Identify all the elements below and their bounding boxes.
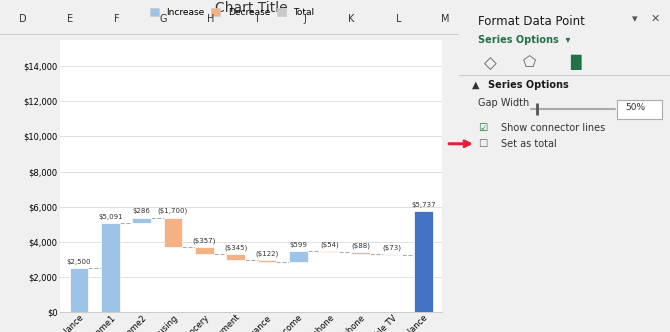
Text: $2,500: $2,500 (67, 259, 91, 265)
Text: ($54): ($54) (320, 242, 339, 248)
Bar (226, 254, 245, 260)
Text: ($73): ($73) (383, 244, 401, 251)
Bar (257, 260, 276, 262)
Text: Series Options  ▾: Series Options ▾ (478, 35, 570, 45)
Text: E: E (67, 14, 73, 24)
Bar (195, 247, 214, 254)
Text: $286: $286 (133, 208, 151, 214)
Text: H: H (207, 14, 214, 24)
Text: ▲: ▲ (472, 80, 479, 90)
Bar (320, 251, 339, 252)
Text: ⬠: ⬠ (523, 55, 535, 70)
Text: D: D (19, 14, 27, 24)
Text: ☑: ☑ (478, 123, 487, 133)
Text: ▾: ▾ (632, 14, 638, 24)
Text: I: I (256, 14, 259, 24)
Text: Gap Width: Gap Width (478, 98, 529, 108)
Bar (70, 268, 88, 312)
Text: Show connector lines: Show connector lines (501, 123, 606, 133)
Text: Set as total: Set as total (501, 139, 557, 149)
Text: ◇: ◇ (484, 55, 497, 73)
Text: J: J (303, 14, 306, 24)
Text: ☐: ☐ (478, 139, 487, 149)
Bar (101, 223, 120, 312)
Text: M: M (441, 14, 450, 24)
Text: Format Data Point: Format Data Point (478, 15, 585, 28)
Bar (352, 252, 371, 254)
Text: $5,737: $5,737 (411, 202, 436, 208)
Text: ($88): ($88) (351, 243, 371, 249)
Text: K: K (348, 14, 354, 24)
Bar (289, 251, 308, 262)
Text: F: F (114, 14, 119, 24)
Text: ▐▌: ▐▌ (564, 55, 588, 70)
Text: L: L (395, 14, 401, 24)
Text: ($1,700): ($1,700) (158, 208, 188, 214)
Text: ($122): ($122) (255, 250, 279, 257)
Text: ($345): ($345) (224, 244, 247, 251)
Text: G: G (160, 14, 168, 24)
Text: ✕: ✕ (651, 14, 661, 24)
Text: $599: $599 (289, 242, 307, 248)
Text: $5,091: $5,091 (98, 213, 123, 219)
Bar (383, 254, 401, 255)
Bar (414, 211, 433, 312)
Bar (132, 218, 151, 223)
Bar (163, 218, 182, 247)
Text: ($357): ($357) (192, 238, 216, 244)
Title: Chart Title: Chart Title (215, 1, 287, 15)
Text: Series Options: Series Options (488, 80, 570, 90)
Legend: Increase, Decrease, Total: Increase, Decrease, Total (146, 4, 318, 21)
FancyBboxPatch shape (617, 100, 662, 119)
Text: 50%: 50% (626, 103, 646, 113)
